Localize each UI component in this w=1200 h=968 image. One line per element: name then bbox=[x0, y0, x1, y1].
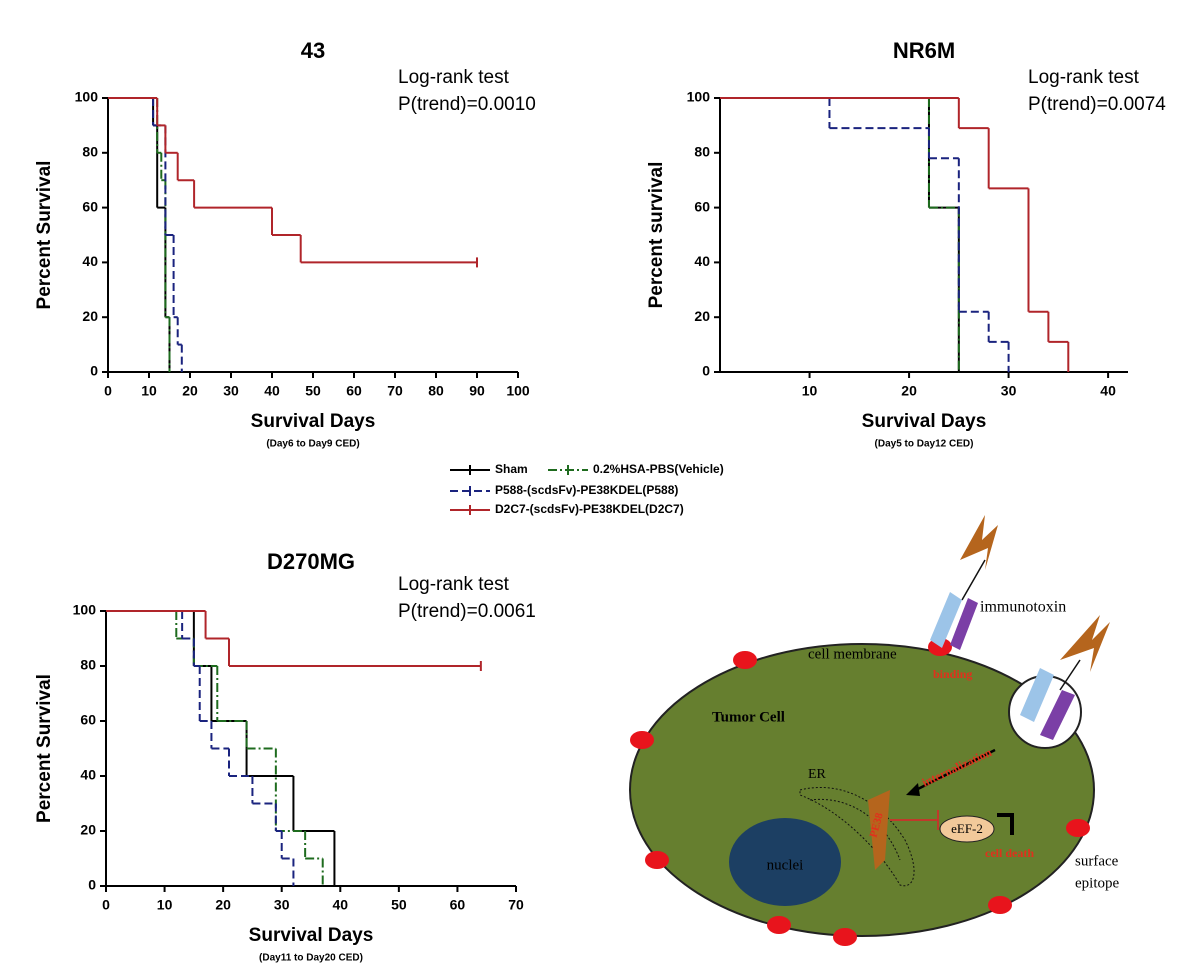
x-tick-label: 20 bbox=[901, 383, 917, 399]
x-tick-label: 10 bbox=[141, 383, 157, 399]
chart-title: D270MG bbox=[267, 549, 355, 574]
series bbox=[108, 97, 478, 268]
y-tick-label: 40 bbox=[82, 253, 98, 269]
label: immunotoxin bbox=[980, 599, 1066, 616]
x-tick-label: 20 bbox=[182, 383, 198, 399]
x-tick-label: 20 bbox=[215, 897, 231, 913]
legend-label: 0.2%HSA-PBS(Vehicle) bbox=[593, 462, 724, 476]
y-tick-label: 0 bbox=[88, 877, 96, 893]
y-tick-label: 60 bbox=[80, 712, 96, 728]
x-tick-label: 60 bbox=[346, 383, 362, 399]
x-tick-label: 40 bbox=[332, 897, 348, 913]
y-tick-label: 100 bbox=[73, 602, 97, 618]
series bbox=[108, 97, 171, 372]
annotation: P(trend)=0.0074 bbox=[1028, 94, 1166, 115]
y-tick-label: 80 bbox=[80, 657, 96, 673]
x-tick-label: 70 bbox=[508, 897, 524, 913]
x-axis-label: Survival Days bbox=[862, 411, 987, 432]
death-arrow bbox=[997, 813, 1014, 835]
y-axis-label: Percent Survival bbox=[34, 161, 55, 310]
label: cell death bbox=[985, 846, 1034, 860]
label: binding bbox=[933, 667, 972, 681]
y-tick-label: 0 bbox=[702, 363, 710, 379]
subtitle: (Day11 to Day20 CED) bbox=[259, 953, 363, 964]
y-tick-label: 20 bbox=[80, 822, 96, 838]
epitopes bbox=[630, 638, 1090, 946]
x-tick-label: 100 bbox=[506, 383, 530, 399]
annotation: Log-rank test bbox=[1028, 67, 1140, 88]
annotation: P(trend)=0.0061 bbox=[398, 601, 536, 622]
internalization-arrow bbox=[911, 748, 996, 794]
series bbox=[720, 97, 960, 372]
series bbox=[106, 610, 336, 886]
y-tick-label: 40 bbox=[694, 253, 710, 269]
nucleus bbox=[729, 818, 841, 906]
x-tick-label: 0 bbox=[102, 897, 110, 913]
arrow-head bbox=[906, 783, 920, 796]
y-tick-label: 20 bbox=[694, 308, 710, 324]
label: cell membrane bbox=[808, 646, 897, 662]
y-axis-label: Percent survival bbox=[646, 162, 667, 309]
label: surface bbox=[1075, 853, 1119, 869]
pe38-fragment bbox=[868, 790, 890, 870]
annotation: Log-rank test bbox=[398, 67, 510, 88]
legend-label: P588-(scdsFv)-PE38KDEL(P588) bbox=[495, 483, 678, 497]
chart-title: NR6M bbox=[893, 38, 955, 63]
y-tick-label: 100 bbox=[687, 89, 711, 105]
label: eEF-2 bbox=[951, 821, 983, 836]
x-axis-label: Survival Days bbox=[249, 925, 374, 946]
label: epitope bbox=[1075, 875, 1119, 891]
x-tick-label: 80 bbox=[428, 383, 444, 399]
label: nuclei bbox=[767, 857, 804, 873]
y-tick-label: 60 bbox=[694, 198, 710, 214]
x-tick-label: 40 bbox=[1100, 383, 1116, 399]
series bbox=[720, 97, 1070, 372]
legend-label: D2C7-(scdsFv)-PE38KDEL(D2C7) bbox=[495, 502, 684, 516]
y-tick-label: 60 bbox=[82, 198, 98, 214]
chart-title: 43 bbox=[301, 38, 325, 63]
immunotoxin-2 bbox=[1020, 615, 1110, 740]
legend-label: Sham bbox=[495, 462, 528, 476]
cell-diagram: immunotoxin cell membrane binding Tumor … bbox=[629, 515, 1119, 946]
x-tick-label: 60 bbox=[450, 897, 466, 913]
y-tick-label: 100 bbox=[75, 89, 99, 105]
x-tick-label: 10 bbox=[157, 897, 173, 913]
x-tick-label: 40 bbox=[264, 383, 280, 399]
y-tick-label: 40 bbox=[80, 767, 96, 783]
x-tick-label: 50 bbox=[305, 383, 321, 399]
subtitle: (Day6 to Day9 CED) bbox=[266, 439, 359, 450]
x-tick-label: 10 bbox=[802, 383, 818, 399]
er bbox=[799, 786, 915, 887]
x-tick-label: 50 bbox=[391, 897, 407, 913]
series bbox=[106, 610, 482, 671]
y-tick-label: 80 bbox=[694, 144, 710, 160]
x-tick-label: 30 bbox=[274, 897, 290, 913]
label: ER bbox=[808, 767, 827, 782]
immunotoxin-1 bbox=[930, 515, 998, 650]
y-tick-label: 80 bbox=[82, 144, 98, 160]
annotation: Log-rank test bbox=[398, 574, 510, 595]
y-tick-label: 20 bbox=[82, 308, 98, 324]
series bbox=[720, 97, 1010, 372]
y-axis-label: Percent Survival bbox=[34, 674, 55, 823]
x-tick-label: 30 bbox=[223, 383, 239, 399]
eef2-shape bbox=[939, 815, 995, 843]
series bbox=[720, 97, 960, 372]
annotation: P(trend)=0.0010 bbox=[398, 94, 536, 115]
series bbox=[108, 97, 171, 372]
series bbox=[108, 97, 183, 372]
er-fold bbox=[809, 798, 901, 861]
x-tick-label: 70 bbox=[387, 383, 403, 399]
y-tick-label: 0 bbox=[90, 363, 98, 379]
label: Tumor Cell bbox=[712, 709, 785, 725]
x-axis-label: Survival Days bbox=[251, 411, 376, 432]
x-tick-label: 0 bbox=[104, 383, 112, 399]
x-tick-label: 90 bbox=[469, 383, 485, 399]
x-tick-label: 30 bbox=[1001, 383, 1017, 399]
subtitle: (Day5 to Day12 CED) bbox=[875, 439, 974, 450]
